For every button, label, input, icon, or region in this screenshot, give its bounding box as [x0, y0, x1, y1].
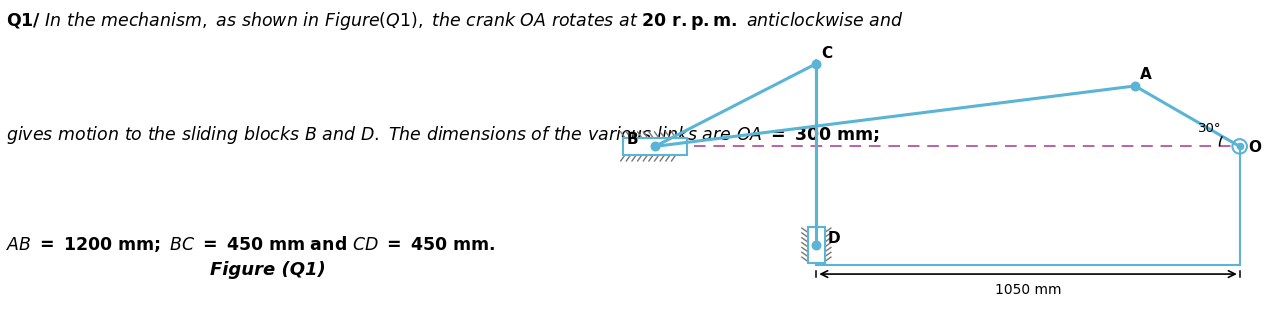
- Point: [645, 144, 666, 149]
- Point: [1230, 144, 1251, 149]
- Text: O: O: [1248, 140, 1262, 155]
- Text: C: C: [822, 46, 832, 61]
- Text: D: D: [828, 231, 840, 246]
- FancyBboxPatch shape: [622, 138, 687, 155]
- Point: [806, 242, 827, 248]
- Text: Figure (Q1): Figure (Q1): [210, 261, 325, 279]
- Text: 30°: 30°: [1198, 122, 1221, 135]
- Text: 1050 mm: 1050 mm: [995, 283, 1061, 297]
- Text: A: A: [1139, 67, 1152, 82]
- Point: [1125, 83, 1146, 89]
- Text: B: B: [627, 132, 639, 147]
- FancyBboxPatch shape: [808, 227, 826, 263]
- Text: $\mathbf{Q1/}$ $\mathit{In\ the\ mechanism,\ as\ shown\ in\ }$$\mathbf{\mathit{F: $\mathbf{Q1/}$ $\mathit{In\ the\ mechani…: [6, 10, 904, 32]
- Text: $\mathit{gives\ motion\ to\ the\ sliding\ blocks\ }$$\mathbf{\mathit{B}}$$\mathi: $\mathit{gives\ motion\ to\ the\ sliding…: [6, 124, 879, 146]
- Point: [806, 61, 827, 66]
- Text: $\mathbf{\mathit{AB}}$$\mathbf{\ =\ 1200\ mm;\ }$$\mathbf{\mathit{BC}}$$\mathbf{: $\mathbf{\mathit{AB}}$$\mathbf{\ =\ 1200…: [6, 234, 495, 255]
